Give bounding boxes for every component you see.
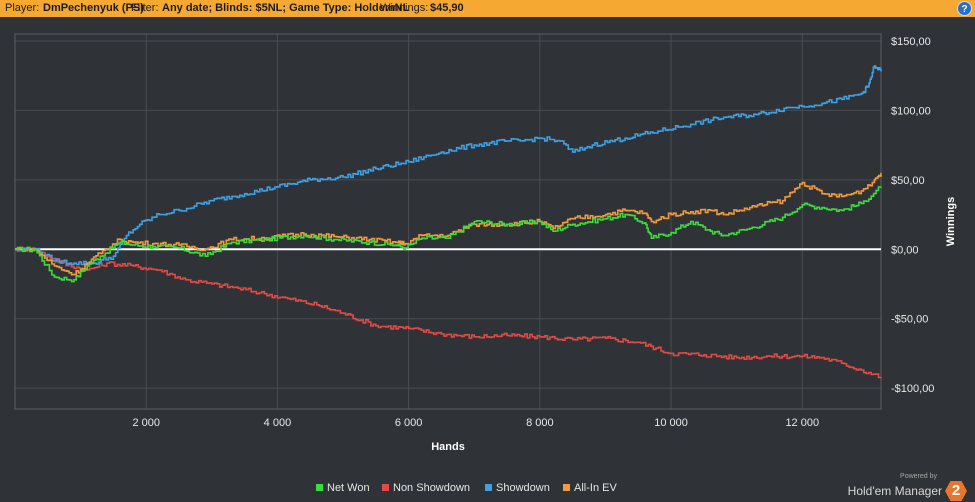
y-tick-label: $150,00 <box>891 36 931 48</box>
player-label: Player: <box>5 2 40 14</box>
legend-swatch-all-in-ev <box>563 483 570 491</box>
x-tick-label: 4 000 <box>264 417 292 429</box>
y-tick-label: -$50,00 <box>891 314 928 326</box>
legend-label: Non Showdown <box>393 482 471 494</box>
legend-swatch-net-won <box>316 483 323 491</box>
winnings-label: Winnings: <box>380 2 429 14</box>
winnings-graph: 2 000 4 000 6 000 8 000 10 000 12 000 $150,00… <box>14 33 957 453</box>
series-lines <box>15 65 882 379</box>
legend-label: Showdown <box>496 482 550 494</box>
series-line-showdown <box>15 65 882 266</box>
branding: Powered by Hold'em Manager 2 <box>848 472 967 501</box>
y-tick-label: -$100,00 <box>891 383 934 395</box>
x-tick-label: 12 000 <box>785 417 819 429</box>
filter-value: Any date; Blinds: $5NL; Game Type: Holde… <box>162 2 410 14</box>
legend-item-non-showdown[interactable]: Non Showdown <box>382 482 470 494</box>
series-line-non-showdown <box>15 247 882 379</box>
y-tick-label: $0,00 <box>891 244 919 256</box>
hm2-logo-icon: 2 <box>945 481 967 501</box>
y-axis-title: Winnings <box>945 197 957 246</box>
legend-swatch-non-showdown <box>382 483 389 491</box>
x-axis-ticks: 2 000 4 000 6 000 8 000 10 000 12 000 <box>132 417 819 429</box>
legend-item-net-won[interactable]: Net Won <box>316 482 370 494</box>
plot-area <box>14 33 882 410</box>
series-line-net-won <box>15 186 882 283</box>
x-tick-label: 8 000 <box>526 417 554 429</box>
y-axis-ticks: $150,00 $100,00 $50,00 $0,00 -$50,00 -$100,00 <box>891 36 934 395</box>
legend-item-all-in-ev[interactable]: All-In EV <box>563 482 617 494</box>
x-axis-title: Hands <box>431 441 465 453</box>
x-tick-label: 6 000 <box>395 417 423 429</box>
filter-label: Filter: <box>131 2 159 14</box>
x-tick-label: 10 000 <box>654 417 688 429</box>
winnings-value: $45,90 <box>430 2 464 14</box>
legend-label: Net Won <box>327 482 370 494</box>
filter-header-bar: Player: DmPechenyuk (PS) Filter: Any dat… <box>0 0 975 17</box>
brand-name: Hold'em Manager <box>847 484 942 498</box>
legend-swatch-showdown <box>485 483 492 491</box>
y-tick-label: $100,00 <box>891 105 931 117</box>
help-icon[interactable]: ? <box>957 1 972 16</box>
y-tick-label: $50,00 <box>891 175 925 187</box>
player-value: DmPechenyuk (PS) <box>43 2 144 14</box>
x-tick-label: 2 000 <box>132 417 160 429</box>
legend-label: All-In EV <box>574 482 617 494</box>
legend-item-showdown[interactable]: Showdown <box>485 482 550 494</box>
chart-legend: Net Won Non Showdown Showdown All-In EV <box>0 482 975 496</box>
powered-by-text: Powered by <box>900 473 937 480</box>
series-line-all-in-ev <box>15 172 882 276</box>
